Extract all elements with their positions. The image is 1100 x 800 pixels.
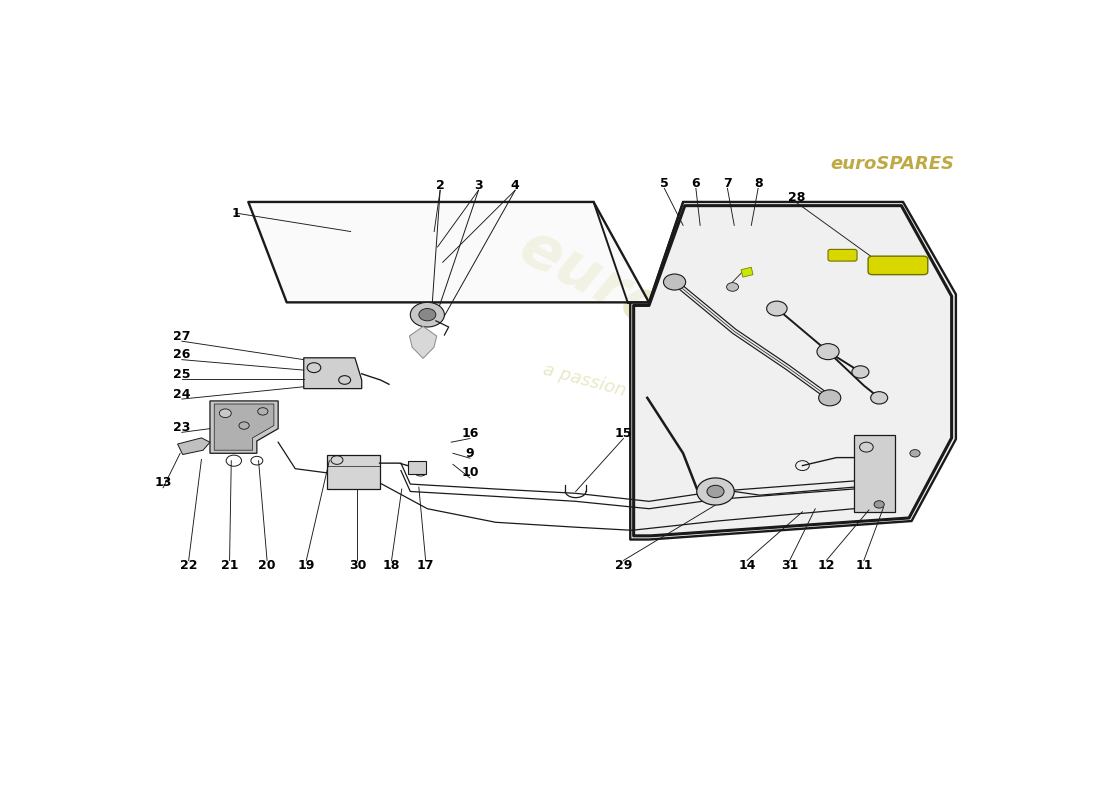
Text: 9: 9 [465, 446, 474, 460]
Text: 8: 8 [754, 177, 762, 190]
Circle shape [727, 282, 738, 291]
Text: 29: 29 [615, 559, 632, 572]
Circle shape [696, 478, 735, 505]
Text: 22: 22 [180, 559, 197, 572]
Text: 25: 25 [173, 368, 190, 381]
Polygon shape [408, 462, 427, 474]
Text: 14: 14 [738, 559, 756, 572]
Text: 18: 18 [383, 559, 400, 572]
Circle shape [767, 301, 788, 316]
Text: 11: 11 [855, 559, 872, 572]
Polygon shape [409, 326, 437, 358]
Polygon shape [628, 202, 956, 539]
Text: 31: 31 [781, 559, 799, 572]
Circle shape [874, 501, 884, 508]
Text: 1: 1 [231, 206, 240, 219]
Text: 7: 7 [723, 177, 732, 190]
Text: 5: 5 [660, 177, 669, 190]
Circle shape [707, 486, 724, 498]
Circle shape [663, 274, 685, 290]
Text: 6: 6 [692, 177, 701, 190]
Text: 19: 19 [298, 559, 315, 572]
Text: 24: 24 [173, 388, 190, 401]
Circle shape [410, 302, 444, 327]
Text: 17: 17 [417, 559, 434, 572]
Circle shape [851, 366, 869, 378]
Text: 12: 12 [817, 559, 835, 572]
Text: 3: 3 [474, 179, 483, 192]
Text: euroSPARES: euroSPARES [509, 218, 909, 467]
Text: 15: 15 [615, 427, 632, 440]
Polygon shape [304, 358, 362, 389]
Polygon shape [177, 438, 210, 454]
Polygon shape [214, 404, 274, 450]
Text: 4: 4 [510, 179, 519, 192]
Circle shape [817, 344, 839, 360]
Text: 16: 16 [461, 427, 478, 440]
Text: a passion for parts since 1985: a passion for parts since 1985 [541, 360, 808, 448]
Circle shape [219, 409, 231, 418]
Text: 21: 21 [221, 559, 239, 572]
Text: 27: 27 [173, 330, 190, 342]
Text: 10: 10 [461, 466, 478, 479]
FancyBboxPatch shape [327, 455, 380, 489]
Polygon shape [210, 401, 278, 454]
FancyBboxPatch shape [828, 250, 857, 261]
Circle shape [910, 450, 920, 457]
Circle shape [818, 390, 840, 406]
Polygon shape [741, 267, 754, 277]
FancyBboxPatch shape [868, 256, 927, 274]
Text: euroSPARES: euroSPARES [830, 154, 954, 173]
Text: 13: 13 [154, 476, 172, 490]
FancyBboxPatch shape [854, 435, 894, 512]
Text: 23: 23 [173, 421, 190, 434]
Polygon shape [249, 202, 649, 302]
Text: 20: 20 [258, 559, 276, 572]
Circle shape [871, 392, 888, 404]
Text: 30: 30 [349, 559, 366, 572]
Text: 26: 26 [173, 348, 190, 362]
Circle shape [419, 309, 436, 321]
Text: 28: 28 [788, 191, 805, 204]
Text: 2: 2 [436, 179, 444, 192]
